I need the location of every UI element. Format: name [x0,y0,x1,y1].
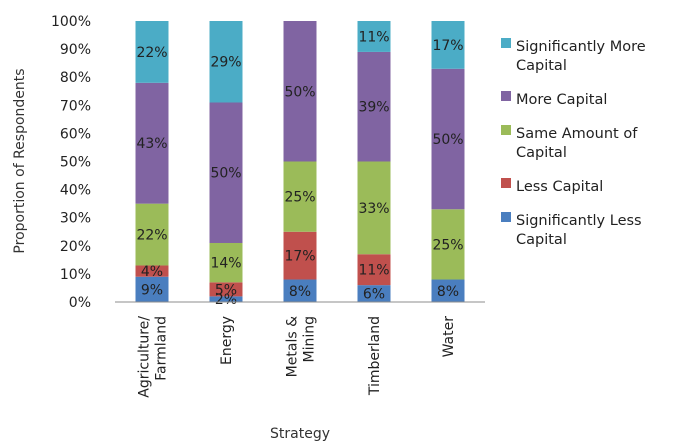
data-label: 22% [136,228,167,244]
legend-label: Same Amount of [516,126,638,142]
data-label: 33% [358,201,389,217]
y-tick-label: 0% [69,295,91,311]
legend-label: Significantly Less [516,213,642,229]
data-label: 17% [432,38,463,54]
data-label: 11% [358,29,389,45]
x-tick-label: Farmland [154,316,170,381]
bar-segment [357,161,391,255]
bar-segment [209,242,243,283]
bar-segment [357,254,391,286]
bar-segment [209,282,243,297]
bar-segment [431,279,465,302]
data-label: 5% [215,282,237,298]
legend-swatch [501,38,511,48]
legend-swatch [501,212,511,222]
bar-segment [135,265,169,277]
legend-swatch [501,125,511,135]
bar-segment [209,102,243,243]
y-tick-label: 10% [60,267,91,283]
x-tick-label: Metals & [285,316,301,377]
bar-segment [283,279,317,302]
legend-label: Significantly More [516,39,646,55]
y-tick-label: 100% [51,14,91,30]
legend-swatch [501,91,511,101]
data-label: 4% [141,264,163,280]
legend-label: Capital [516,145,567,161]
y-axis-ticks: 0% 10% 20% 30% 40% 50% 60% 70% 80% 90% 100% [51,14,91,311]
y-tick-label: 50% [60,155,91,171]
data-label: 50% [432,132,463,148]
data-label: 43% [136,136,167,152]
data-labels: 9% 4% 22% 43% 22% 2%5% 14% 50% 29% 8% 17% 25% 50% 6% 1… [136,29,463,308]
y-tick-label: 90% [60,42,91,58]
bar-segment [283,21,317,162]
data-label: 25% [432,237,463,253]
data-label: 8% [289,284,311,300]
data-label: 22% [136,45,167,61]
x-tick-label: Agriculture/ [137,316,153,398]
x-tick-label: Mining [302,316,318,363]
bar-segment [209,296,243,302]
data-label: 17% [284,249,315,265]
bar-segment [135,82,169,204]
x-tick-label: Timberland [367,316,383,396]
data-label: 50% [284,84,315,100]
y-tick-label: 60% [60,126,91,142]
data-label: 2% [215,292,237,308]
bar-segment [209,21,243,103]
bar-segment [283,161,317,232]
legend-label: Capital [516,232,567,248]
bar-segment [357,285,391,302]
data-label: 14% [210,256,241,272]
bar-segment [357,21,391,52]
legend-label: Less Capital [516,179,603,195]
data-label: 29% [210,55,241,71]
legend: Significantly More Capital More Capital Sam… [501,38,646,248]
data-label: 39% [358,100,389,116]
x-axis-ticks: Agriculture/Farmland Energy Metals & Mining… [137,316,458,398]
data-label: 11% [358,263,389,279]
y-axis-title: Proportion of Respondents [12,68,28,253]
legend-label: Capital [516,58,567,74]
bar-segment [135,21,169,83]
y-tick-label: 80% [60,70,91,86]
x-tick-label: Water [441,316,457,358]
data-label: 25% [284,190,315,206]
y-tick-label: 20% [60,239,91,255]
data-label: 50% [210,166,241,182]
bar-segment [431,209,465,280]
legend-swatch [501,178,511,188]
bar-segment [357,51,391,162]
y-tick-label: 70% [60,98,91,114]
bar-segment [431,68,465,210]
y-tick-label: 30% [60,211,91,227]
data-label: 6% [363,287,385,303]
bars [135,21,465,302]
y-tick-label: 40% [60,183,91,199]
bar-segment [431,21,465,69]
data-label: 9% [141,282,163,298]
bar-segment [283,231,317,280]
legend-label: More Capital [516,92,607,108]
x-tick-label: Energy [219,316,235,365]
x-axis-title: Strategy [270,426,330,442]
bar-segment [135,203,169,266]
bar-segment [135,276,169,302]
data-label: 8% [437,284,459,300]
